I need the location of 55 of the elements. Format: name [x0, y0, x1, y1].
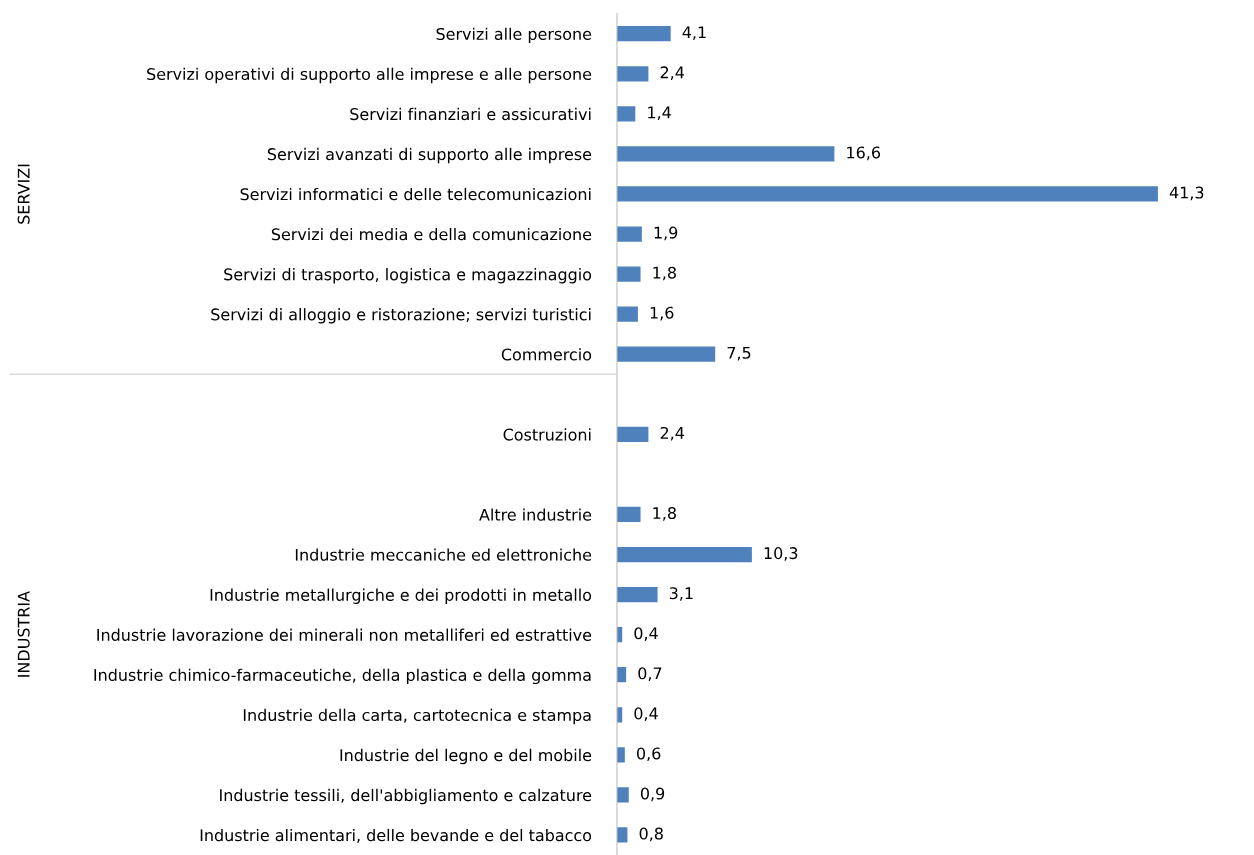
bar — [616, 346, 716, 362]
data-label: 1,6 — [650, 306, 674, 321]
y-tick-label: Servizi informatici e delle telecomunicazioni — [240, 187, 591, 201]
bar — [616, 306, 638, 322]
data-label: 0,7 — [638, 667, 662, 681]
y-tick-label: Costruzioni — [503, 428, 591, 441]
y-tick-label: Industrie metallurgiche e dei prodotti in metallo — [210, 588, 592, 604]
data-label: 1,4 — [648, 106, 671, 121]
text: SERVIZI — [17, 164, 30, 224]
data-label: 0,9 — [640, 787, 665, 802]
data-label: 7,5 — [727, 346, 751, 361]
bar — [616, 266, 641, 282]
data-label: 1,8 — [653, 507, 676, 521]
data-label: 4,1 — [682, 26, 706, 40]
y-tick-label: Industrie alimentari, delle bevande e del tabacco — [200, 828, 592, 843]
text: INDUSTRIA — [17, 591, 30, 677]
y-tick-label: Industrie del legno e del mobile — [340, 748, 592, 765]
data-label: 16,6 — [847, 146, 881, 161]
data-label: 0,4 — [634, 707, 658, 722]
y-tick-label: Servizi dei media e della comunicazione — [271, 227, 592, 241]
bar — [616, 66, 649, 82]
bar — [616, 146, 835, 162]
y-tick-label: Servizi finanziari e assicurativi — [350, 107, 591, 121]
y-tick-label: Commercio — [501, 348, 592, 361]
y-tick-label: Altre industrie — [479, 508, 592, 521]
bar — [616, 226, 642, 242]
bar — [616, 546, 752, 563]
y-tick-label: Industrie chimico-farmaceutiche, della plastica e della gomma — [94, 668, 591, 685]
data-label: 1,8 — [653, 266, 676, 281]
bar — [616, 186, 1158, 202]
y-tick-label: Industrie della carta, cartotecnica e stampa — [243, 708, 591, 725]
bar — [616, 787, 629, 803]
bar — [616, 426, 649, 442]
y-tick-label: Servizi di trasporto, logistica e magazzinaggio — [224, 268, 592, 284]
y-tick-label: Industrie tessili, dell'abbigliamento e calzature — [220, 788, 592, 805]
bar — [616, 26, 671, 42]
y-tick-label: Servizi alle persone — [436, 27, 592, 44]
data-label: 1,9 — [654, 226, 678, 241]
data-label: 3,1 — [669, 587, 693, 601]
y-tick-label: Servizi avanzati di supporto alle imprese — [267, 147, 592, 164]
data-label: 2,4 — [660, 66, 685, 81]
data-label: 0,6 — [636, 747, 661, 762]
y-tick-label: Servizi di alloggio e ristorazione; servizi turistici — [211, 308, 591, 324]
data-label: 0,8 — [639, 827, 663, 842]
data-label: 2,4 — [660, 426, 685, 441]
data-label: 41,3 — [1169, 186, 1204, 201]
y-tick-label: Industrie meccaniche ed elettroniche — [295, 548, 592, 561]
data-label: 10,3 — [764, 547, 798, 561]
bar — [616, 506, 641, 523]
data-label: 0,4 — [634, 627, 658, 641]
bar — [616, 827, 628, 843]
bar — [616, 586, 658, 603]
y-tick-label: Servizi operativi di supporto alle imprese e alle persone — [147, 67, 592, 84]
bar — [616, 106, 636, 122]
y-tick-label: Industrie lavorazione dei minerali non metalliferi ed estrattive — [97, 628, 592, 641]
